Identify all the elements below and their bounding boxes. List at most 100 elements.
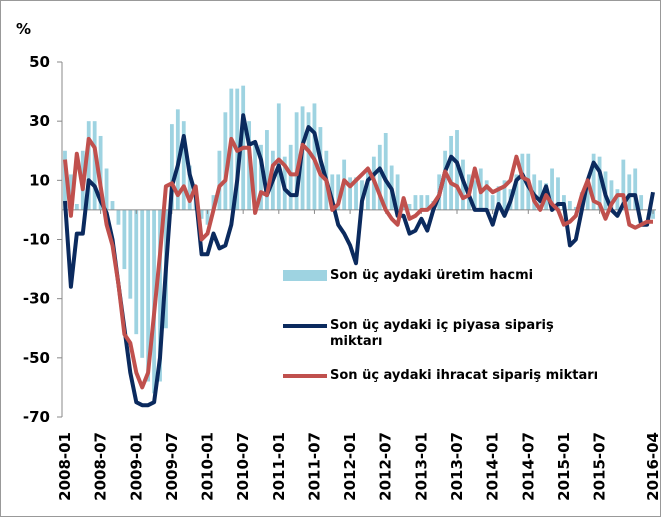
bar: [419, 195, 424, 210]
bar: [92, 121, 97, 210]
bar: [366, 168, 370, 210]
bar: [128, 209, 133, 299]
x-tick-label: 2014-07: [519, 432, 537, 501]
bar: [425, 195, 430, 210]
bar: [223, 112, 228, 210]
bar: [556, 177, 560, 210]
x-tick-label: 2014-01: [484, 432, 502, 501]
bar: [639, 195, 644, 210]
bar: [651, 209, 655, 219]
bar: [573, 206, 578, 210]
x-tick-label: 2013-07: [448, 432, 466, 501]
bar: [69, 174, 73, 210]
bar: [348, 177, 352, 210]
x-tick-label: 2010-01: [199, 432, 217, 501]
x-tick-label: 2009-07: [163, 432, 181, 501]
bar: [146, 209, 151, 382]
y-tick-label: -70: [23, 408, 50, 426]
bar: [169, 124, 174, 210]
bar: [395, 174, 400, 210]
x-tick-label: 2012-01: [341, 432, 359, 501]
x-tick-label: 2008-01: [56, 432, 74, 501]
legend-label: Son üç aydaki iç piyasa sipariş miktarı: [330, 318, 554, 349]
bar: [187, 165, 192, 210]
bar: [443, 150, 448, 210]
bar: [597, 156, 602, 210]
bar: [455, 130, 459, 210]
y-tick-label: 50: [29, 53, 50, 71]
bar: [336, 174, 341, 210]
x-tick-label: 2012-07: [377, 432, 395, 501]
bar: [134, 209, 139, 335]
bar: [217, 150, 222, 210]
bar: [514, 174, 519, 210]
bar: [276, 103, 281, 210]
bar: [205, 209, 210, 225]
bar: [615, 189, 620, 210]
bar: [110, 201, 115, 210]
x-tick-label: 2010-07: [234, 432, 252, 501]
x-tick-label: 2013-01: [412, 432, 430, 501]
bar: [140, 209, 145, 358]
bar: [484, 180, 489, 210]
bar: [318, 127, 323, 210]
bar: [585, 180, 590, 210]
bar: [591, 153, 596, 210]
bar: [253, 141, 257, 210]
line-series: [63, 136, 653, 390]
bar: [538, 180, 543, 210]
x-tick-label: 2008-07: [92, 432, 110, 501]
x-tick-label: 2011-07: [305, 432, 323, 501]
x-tick-label: 2009-01: [127, 432, 145, 501]
bar: [181, 121, 186, 210]
bar: [490, 195, 495, 210]
bar: [294, 112, 299, 210]
bar: [377, 144, 382, 210]
y-tick-label: -50: [23, 349, 50, 367]
bar: [627, 174, 632, 210]
bar: [354, 177, 358, 210]
bar: [609, 180, 614, 210]
legend-swatch: [283, 270, 327, 281]
bar: [407, 204, 412, 210]
x-tick-label: 2016-04: [644, 432, 662, 501]
y-tick-label: 30: [29, 112, 50, 130]
bar: [158, 209, 162, 382]
bar: [259, 144, 263, 210]
x-tick-label: 2011-01: [270, 432, 288, 501]
legend-label: Son üç aydaki üretim hacmi: [330, 268, 534, 283]
bar: [449, 135, 453, 210]
bar: [265, 130, 269, 210]
bar: [86, 121, 91, 210]
bar: [633, 168, 638, 210]
y-tick-label: -10: [23, 231, 50, 249]
bar: [116, 209, 121, 225]
x-tick-label: 2015-07: [591, 432, 609, 501]
bar: [288, 144, 293, 210]
bar: [63, 150, 67, 210]
bar: [199, 209, 204, 219]
bar: [306, 112, 311, 210]
bar: [550, 168, 554, 210]
bar: [383, 133, 388, 210]
y-axis-label: %: [16, 20, 31, 38]
y-tick-label: -30: [23, 290, 50, 308]
bar: [621, 159, 626, 210]
bar: [496, 186, 501, 210]
bar: [104, 168, 109, 210]
bar: [330, 174, 335, 210]
bar: [98, 135, 103, 210]
bar: [520, 153, 525, 210]
bar: [413, 195, 418, 210]
bar: [567, 201, 572, 210]
y-tick-label: 10: [29, 171, 50, 189]
bar: [472, 180, 477, 210]
legend-label: Son üç aydaki ihracat sipariş miktarı: [330, 368, 599, 383]
bar: [122, 209, 127, 270]
bar: [74, 204, 79, 210]
bar: [502, 180, 507, 210]
x-tick-label: 2015-01: [555, 432, 573, 501]
